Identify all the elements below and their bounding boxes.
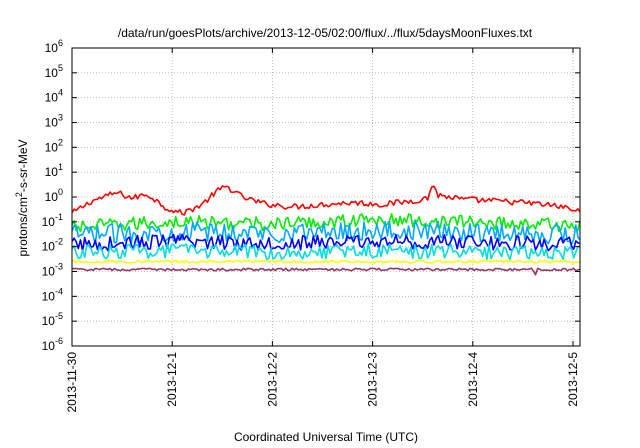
series-line: [71, 259, 581, 264]
y-tick-label: 105: [45, 63, 63, 80]
y-tick-label: 101: [45, 162, 63, 179]
y-tick-label: 10-5: [42, 311, 63, 328]
y-axis-label: protons/cm2-s-sr-MeV: [14, 139, 30, 256]
y-tick-label: 10-2: [42, 237, 63, 254]
series-line: [71, 213, 581, 233]
y-axis-label-prefix: protons/cm: [16, 197, 30, 256]
series-line: [71, 185, 581, 216]
x-axis-label: Coordinated Universal Time (UTC): [234, 430, 418, 444]
series-line: [71, 267, 581, 276]
y-tick-label: 103: [45, 113, 63, 130]
x-tick-label: 2013-12-4: [466, 352, 480, 407]
y-tick-label: 10-1: [42, 212, 63, 229]
y-tick-label: 102: [45, 137, 63, 154]
series-line: [71, 220, 581, 245]
y-axis-label-suffix: -s-sr-MeV: [16, 139, 30, 192]
chart-title: /data/run/goesPlots/archive/2013-12-05/0…: [118, 26, 533, 40]
x-tick-label: 2013-12-2: [265, 352, 279, 407]
x-axis: 2013-11-30 2013-12-1 2013-12-2 2013-12-3 201…: [65, 48, 580, 413]
y-tick-label: 10-3: [42, 262, 63, 279]
series-group: [71, 185, 581, 276]
series-line: [71, 233, 581, 252]
x-tick-label: 2013-11-30: [65, 352, 79, 413]
series-line: [71, 242, 581, 261]
y-tick-label: 104: [45, 88, 63, 105]
x-tick-label: 2013-12-5: [566, 352, 580, 407]
y-tick-label: 106: [45, 38, 63, 55]
y-tick-label: 10-4: [42, 286, 63, 303]
y-axis: 10-6 10-5 10-4 10-3 10-2 10-1 100 101 102 103 104 1…: [42, 38, 580, 353]
y-tick-label: 10-6: [42, 336, 63, 353]
y-tick-label: 100: [45, 187, 63, 204]
x-tick-label: 2013-12-1: [165, 352, 179, 407]
y-axis-label-sup: 2: [14, 192, 24, 197]
x-tick-label: 2013-12-3: [366, 352, 380, 407]
